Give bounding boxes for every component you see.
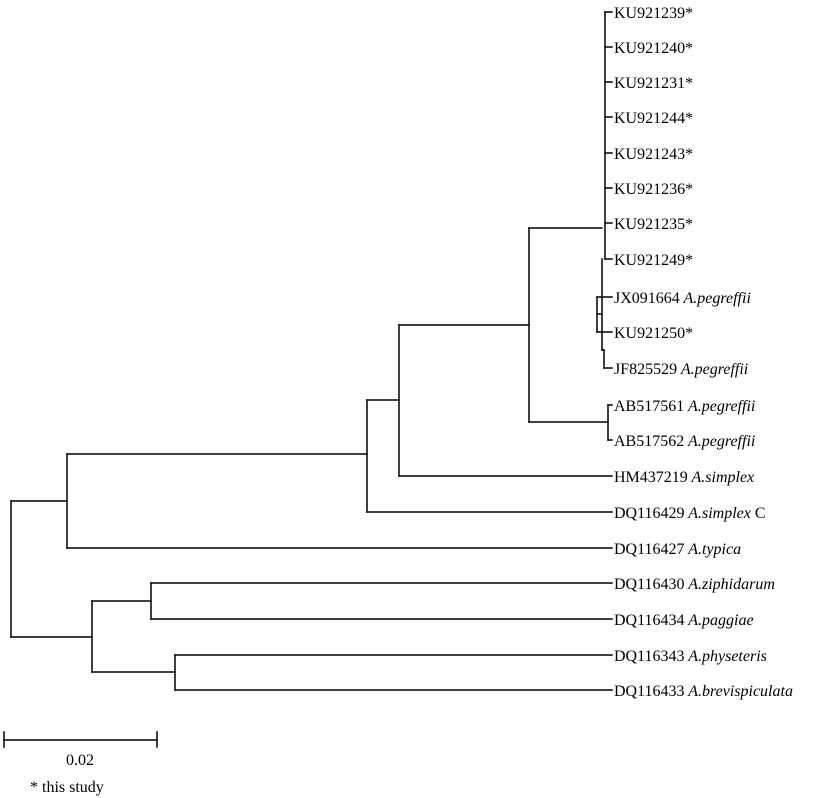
- leaf-accession: DQ116434: [614, 612, 685, 629]
- leaf-label: AB517561 A.pegreffii: [614, 398, 755, 415]
- leaf-accession: AB517561: [614, 398, 684, 415]
- leaf-label: JF825529 A.pegreffii: [614, 361, 748, 378]
- leaf-label: DQ116434 A.paggiae: [614, 612, 754, 629]
- leaf-accession: DQ116427: [614, 541, 685, 558]
- leaf-species: A.simplex: [688, 469, 754, 486]
- leaf-label: KU921249*: [614, 252, 693, 269]
- leaf-accession: HM437219: [614, 469, 688, 486]
- scale-bar-label: 0.02: [66, 752, 94, 769]
- leaf-label: DQ116430 A.ziphidarum: [614, 576, 775, 593]
- leaf-label: KU921243*: [614, 146, 693, 163]
- leaf-species: A.pegreffii: [677, 361, 748, 378]
- leaf-accession: AB517562: [614, 433, 684, 450]
- footnote: * this study: [30, 779, 104, 796]
- leaf-species: A.pegreffii: [680, 290, 751, 307]
- tree-branches: [10, 11, 613, 691]
- leaf-label: KU921244*: [614, 110, 693, 127]
- leaf-label: DQ116433 A.brevispiculata: [614, 683, 793, 700]
- leaf-accession: DQ116343: [614, 648, 685, 665]
- leaf-label: HM437219 A.simplex: [614, 469, 754, 486]
- leaf-species: A.pegreffii: [684, 398, 755, 415]
- leaf-accession: KU921235*: [614, 216, 693, 233]
- leaf-accession: DQ116433: [614, 683, 685, 700]
- leaf-accession: KU921249*: [614, 252, 693, 269]
- leaf-label: KU921239*: [614, 5, 693, 22]
- leaf-accession: DQ116430: [614, 576, 685, 593]
- leaf-species: A.simplex: [685, 505, 751, 522]
- leaf-labels: KU921239* KU921240* KU921231* KU921244* KU92…: [614, 5, 793, 700]
- leaf-accession: JX091664: [614, 290, 680, 307]
- leaf-label: KU921235*: [614, 216, 693, 233]
- leaf-label: KU921231*: [614, 75, 693, 92]
- leaf-species: A.pegreffii: [684, 433, 755, 450]
- leaf-label: JX091664 A.pegreffii: [614, 290, 751, 307]
- leaf-label: KU921240*: [614, 40, 693, 57]
- leaf-accession: KU921240*: [614, 40, 693, 57]
- leaf-label: KU921250*: [614, 325, 693, 342]
- leaf-accession: KU921236*: [614, 181, 693, 198]
- leaf-label: DQ116427 A.typica: [614, 541, 741, 558]
- leaf-label: DQ116429 A.simplex C: [614, 505, 766, 522]
- leaf-label: AB517562 A.pegreffii: [614, 433, 755, 450]
- leaf-species: A.ziphidarum: [685, 576, 775, 593]
- leaf-accession: KU921243*: [614, 146, 693, 163]
- leaf-species: A.typica: [685, 541, 742, 558]
- leaf-accession: KU921244*: [614, 110, 693, 127]
- leaf-species: A.paggiae: [685, 612, 754, 629]
- leaf-accession: DQ116429: [614, 505, 685, 522]
- leaf-accession: KU921250*: [614, 325, 693, 342]
- scale-bar: 0.02: [3, 731, 158, 769]
- leaf-species: A.brevispiculata: [685, 683, 793, 700]
- leaf-label: KU921236*: [614, 181, 693, 198]
- leaf-suffix: C: [751, 505, 766, 522]
- leaf-species: A.physeteris: [685, 648, 767, 665]
- leaf-accession: KU921239*: [614, 5, 693, 22]
- leaf-label: DQ116343 A.physeteris: [614, 648, 767, 665]
- leaf-accession: JF825529: [614, 361, 677, 378]
- leaf-accession: KU921231*: [614, 75, 693, 92]
